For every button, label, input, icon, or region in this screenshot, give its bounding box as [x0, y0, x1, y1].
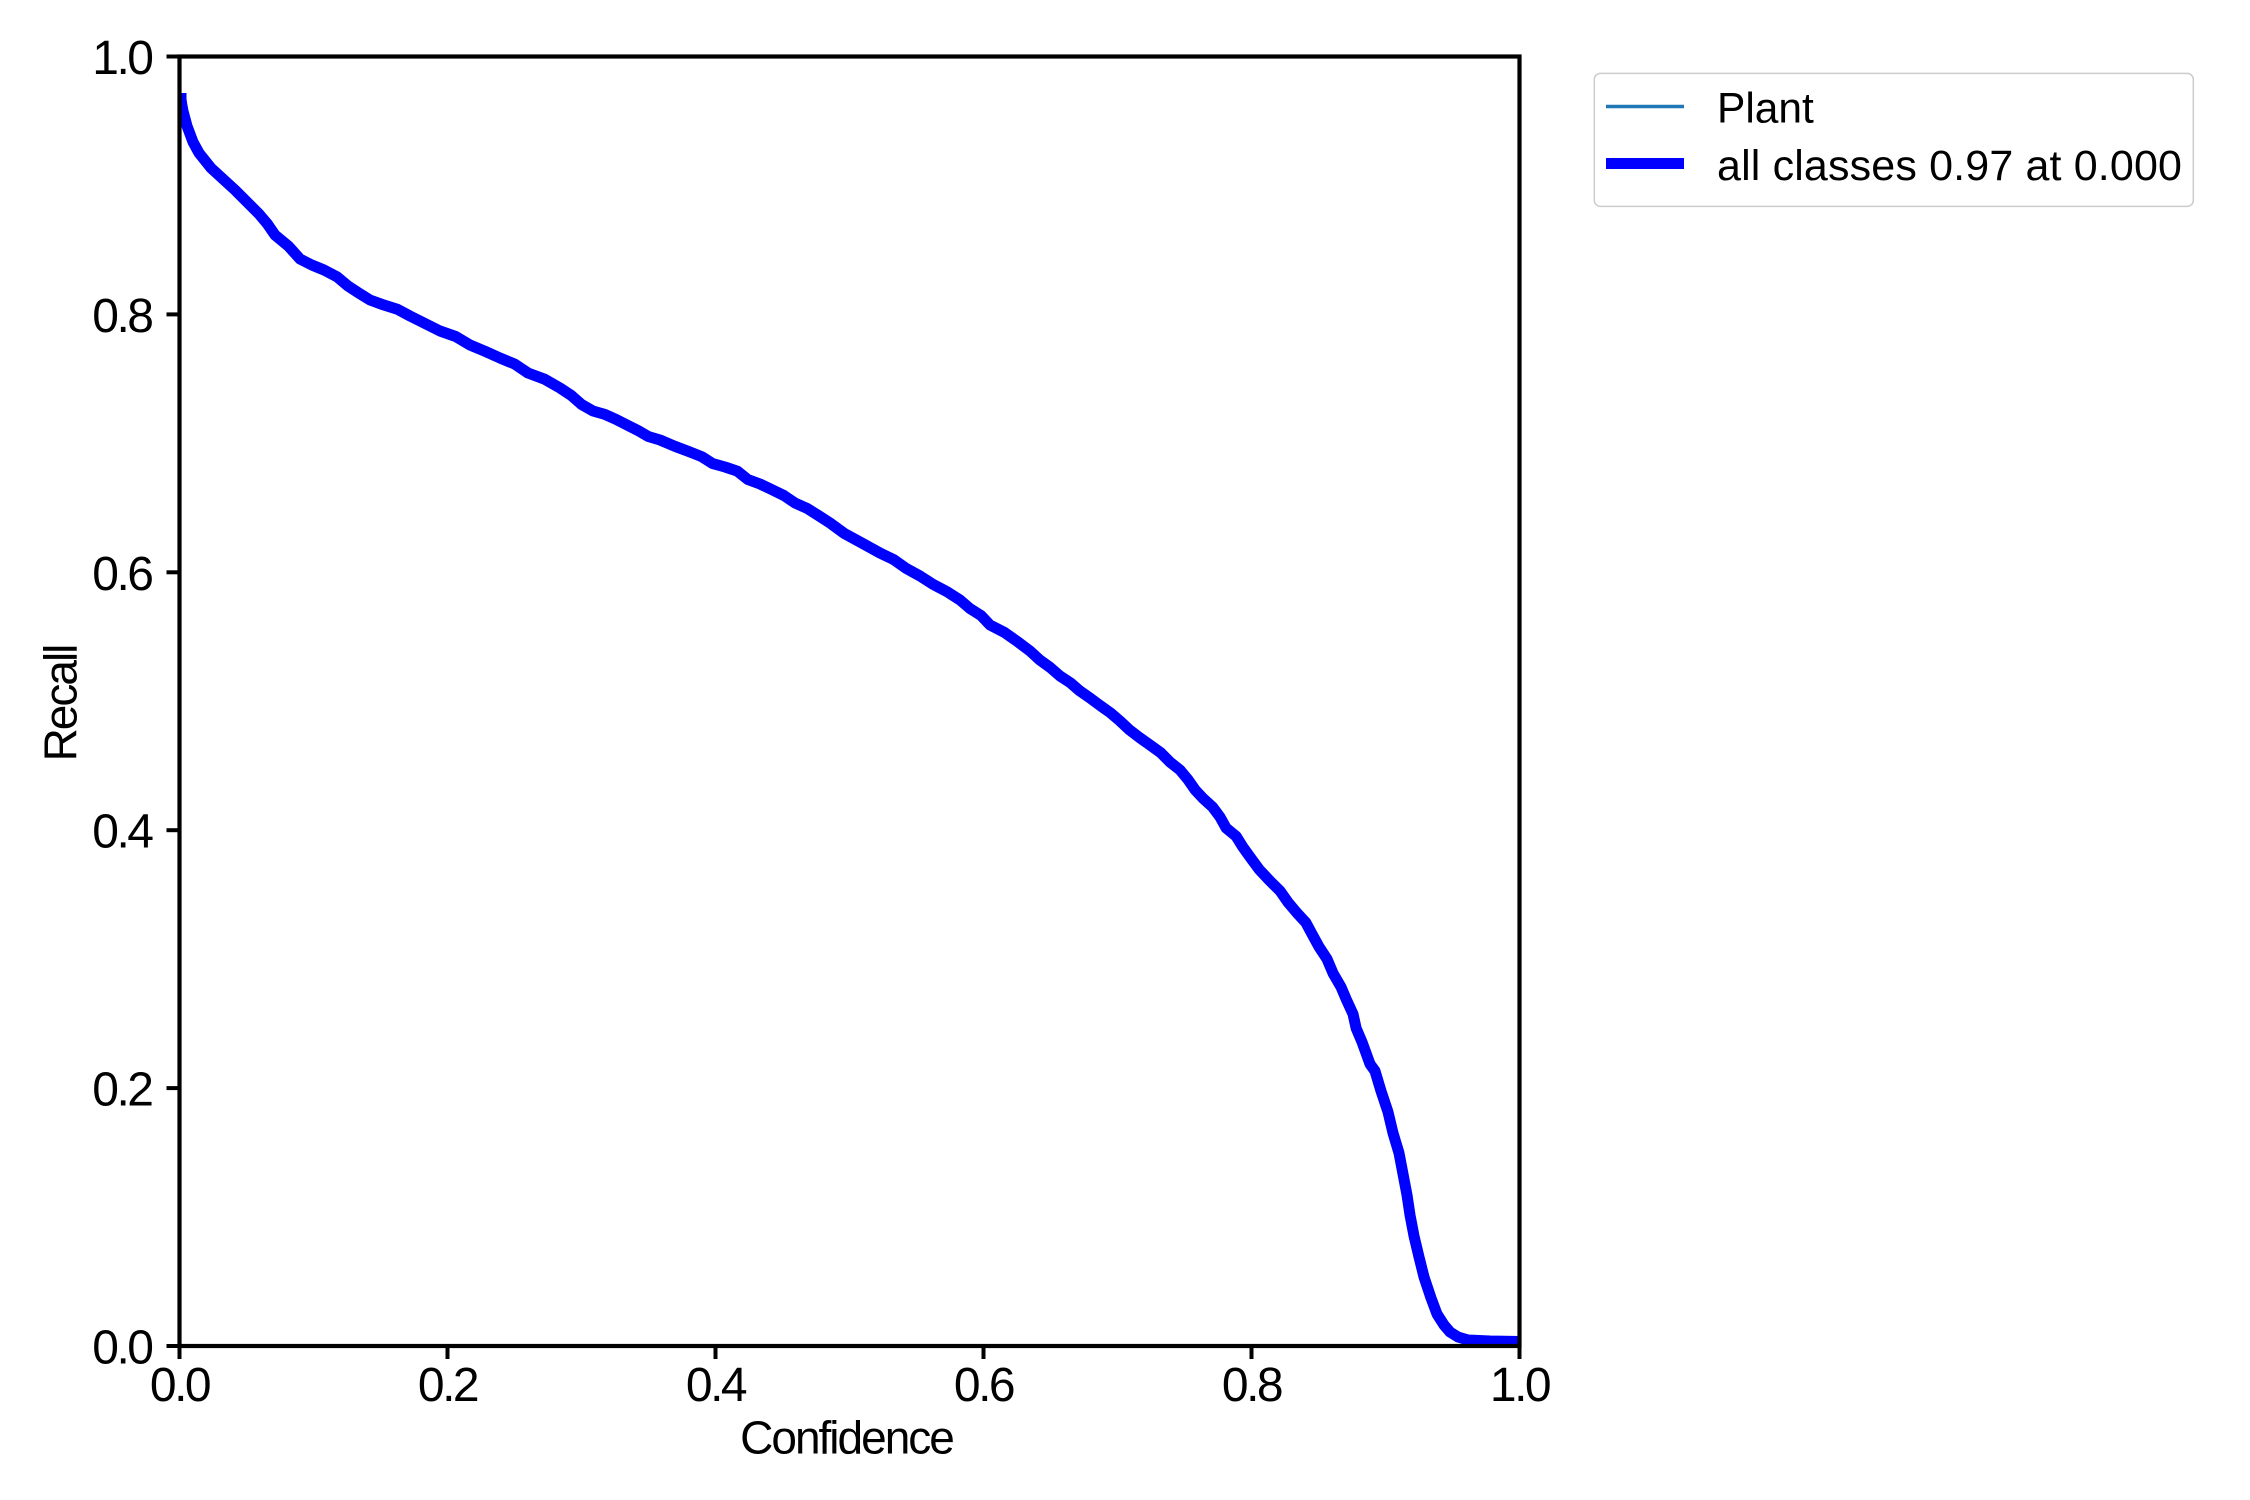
- svg-text:0.8: 0.8: [92, 290, 152, 343]
- svg-text:0.4: 0.4: [92, 806, 153, 859]
- svg-text:Plant: Plant: [1717, 85, 1814, 132]
- svg-text:0.0: 0.0: [92, 1322, 152, 1375]
- svg-text:1.0: 1.0: [92, 32, 152, 85]
- svg-text:0.2: 0.2: [418, 1359, 478, 1412]
- svg-text:0.0: 0.0: [150, 1359, 210, 1412]
- svg-text:0.8: 0.8: [1222, 1359, 1282, 1412]
- svg-text:Recall: Recall: [35, 646, 87, 762]
- svg-text:0.4: 0.4: [686, 1359, 747, 1412]
- svg-text:0.2: 0.2: [92, 1064, 152, 1117]
- svg-text:Confidence: Confidence: [740, 1412, 953, 1464]
- svg-text:0.6: 0.6: [954, 1359, 1014, 1412]
- svg-text:all classes 0.97 at 0.000: all classes 0.97 at 0.000: [1717, 142, 2182, 190]
- svg-text:0.6: 0.6: [92, 548, 152, 601]
- svg-text:1.0: 1.0: [1490, 1359, 1550, 1412]
